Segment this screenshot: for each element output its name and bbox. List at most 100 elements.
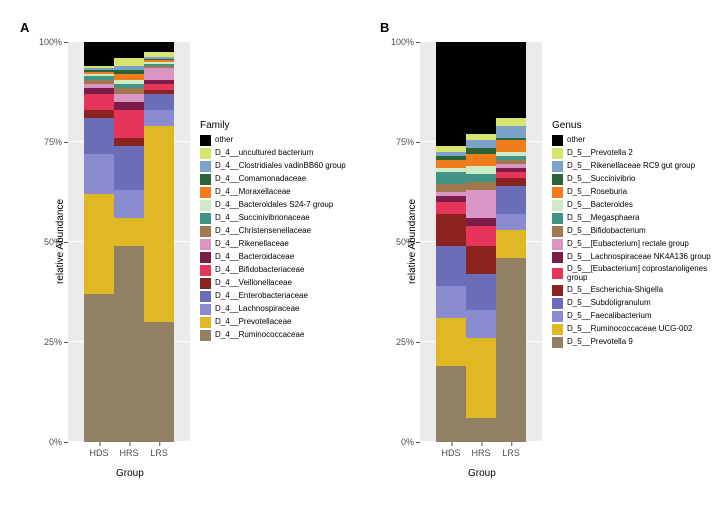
bar-segment [466, 310, 496, 338]
y-tick-label: 75% [44, 137, 68, 147]
legend-swatch [200, 187, 211, 198]
bar-segment [144, 52, 174, 57]
bar-LRS [496, 42, 526, 442]
bar-HDS [84, 42, 114, 442]
legend-label: D_4__Clostridiales vadinBB60 group [215, 162, 346, 171]
bar-segment [144, 60, 174, 62]
legend-swatch [552, 268, 563, 279]
legend-swatch [200, 213, 211, 224]
legend-item: D_4__Bifidobacteriaceae [200, 265, 346, 276]
legend-label: D_5__Bacteroides [567, 201, 633, 210]
bar-segment [496, 172, 526, 178]
bar-segment [436, 318, 466, 366]
legend-label: D_4__Veillonellaceae [215, 279, 292, 288]
legend-swatch [200, 265, 211, 276]
bar-segment [496, 138, 526, 140]
bar-segment [436, 246, 466, 286]
legend-swatch [552, 324, 563, 335]
bar-segment [84, 76, 114, 80]
bar-segment [436, 196, 466, 202]
bar-segment [496, 160, 526, 164]
bar-segment [496, 118, 526, 126]
bar-segment [144, 62, 174, 64]
bar-segment [496, 126, 526, 138]
legend-swatch [552, 200, 563, 211]
bar-segment [436, 184, 466, 192]
panel-b-y-title: relative Abundance [407, 199, 418, 284]
bar-segment [496, 152, 526, 156]
y-tick-label: 0% [401, 437, 420, 447]
legend-label: D_5__Subdoligranulum [567, 299, 651, 308]
bar-segment [144, 64, 174, 66]
bar-segment [496, 230, 526, 258]
bar-segment [84, 88, 114, 94]
legend-label: D_4__Rikenellaceae [215, 240, 289, 249]
bar-segment [114, 146, 144, 190]
legend-item: D_5__Roseburia [552, 187, 722, 198]
y-tick-label: 100% [391, 37, 420, 47]
legend-label: D_5__Escherichia-Shigella [567, 286, 663, 295]
legend-swatch [552, 311, 563, 322]
legend-swatch [552, 187, 563, 198]
x-tick-label: HRS [471, 442, 490, 458]
bar-segment [114, 138, 144, 146]
bar-segment [84, 68, 114, 70]
bar-segment [144, 68, 174, 80]
legend-swatch [200, 291, 211, 302]
bar-segment [144, 42, 174, 52]
legend-label: D_5__[Eubacterium] coprostanoligenes gro… [567, 265, 722, 283]
bar-segment [84, 70, 114, 72]
legend-swatch [200, 317, 211, 328]
bar-segment [436, 42, 466, 146]
legend-label: D_5__Succinivibrio [567, 175, 635, 184]
legend-swatch [552, 239, 563, 250]
bar-segment [84, 194, 114, 294]
bar-segment [466, 154, 496, 166]
x-tick-label: HDS [441, 442, 460, 458]
bar-segment [466, 218, 496, 226]
legend-item: D_5__Succinivibrio [552, 174, 722, 185]
panel-a-chart: 0%25%50%75%100%HDSHRSLRS [68, 42, 190, 442]
panel-a-x-title: Group [116, 468, 144, 479]
legend-label: D_4__uncultured bacterium [215, 149, 313, 158]
legend-item: D_5__Megasphaera [552, 213, 722, 224]
bar-segment [84, 42, 114, 66]
legend-item: other [552, 135, 722, 146]
legend-swatch [200, 252, 211, 263]
legend-label: other [567, 136, 585, 145]
legend-item: D_5__Rikenellaceae RC9 gut group [552, 161, 722, 172]
x-tick-label: LRS [150, 442, 168, 458]
legend-item: D_4__Ruminococcaceae [200, 330, 346, 341]
legend-swatch [552, 148, 563, 159]
legend-swatch [200, 239, 211, 250]
legend-item: D_5__Prevotella 2 [552, 148, 722, 159]
bar-HRS [114, 42, 144, 442]
bar-segment [466, 174, 496, 182]
legend-swatch [200, 161, 211, 172]
bar-segment [144, 110, 174, 126]
legend-item: D_4__Enterobacteriaceae [200, 291, 346, 302]
bar-segment [144, 66, 174, 68]
bar-segment [84, 66, 114, 68]
legend-swatch [552, 135, 563, 146]
panel-b-legend: Genus otherD_5__Prevotella 2D_5__Rikenel… [552, 120, 722, 350]
bar-segment [466, 274, 496, 310]
legend-label: D_5__Prevotella 2 [567, 149, 633, 158]
bar-segment [496, 164, 526, 168]
legend-item: D_4__Bacteroidales S24-7 group [200, 200, 346, 211]
legend-item: D_4__uncultured bacterium [200, 148, 346, 159]
bar-segment [114, 80, 144, 84]
legend-label: D_4__Bacteroidaceae [215, 253, 294, 262]
legend-item: D_5__Ruminococcaceae UCG-002 [552, 324, 722, 335]
legend-item: D_5__[Eubacterium] coprostanoligenes gro… [552, 265, 722, 283]
bar-segment [84, 84, 114, 88]
bar-segment [436, 214, 466, 246]
legend-label: D_4__Moraxellaceae [215, 188, 291, 197]
y-tick-label: 100% [39, 37, 68, 47]
legend-swatch [200, 226, 211, 237]
bar-segment [466, 190, 496, 218]
legend-label: D_4__Bacteroidales S24-7 group [215, 201, 333, 210]
bar-segment [496, 168, 526, 172]
legend-swatch [552, 298, 563, 309]
bar-segment [466, 148, 496, 154]
